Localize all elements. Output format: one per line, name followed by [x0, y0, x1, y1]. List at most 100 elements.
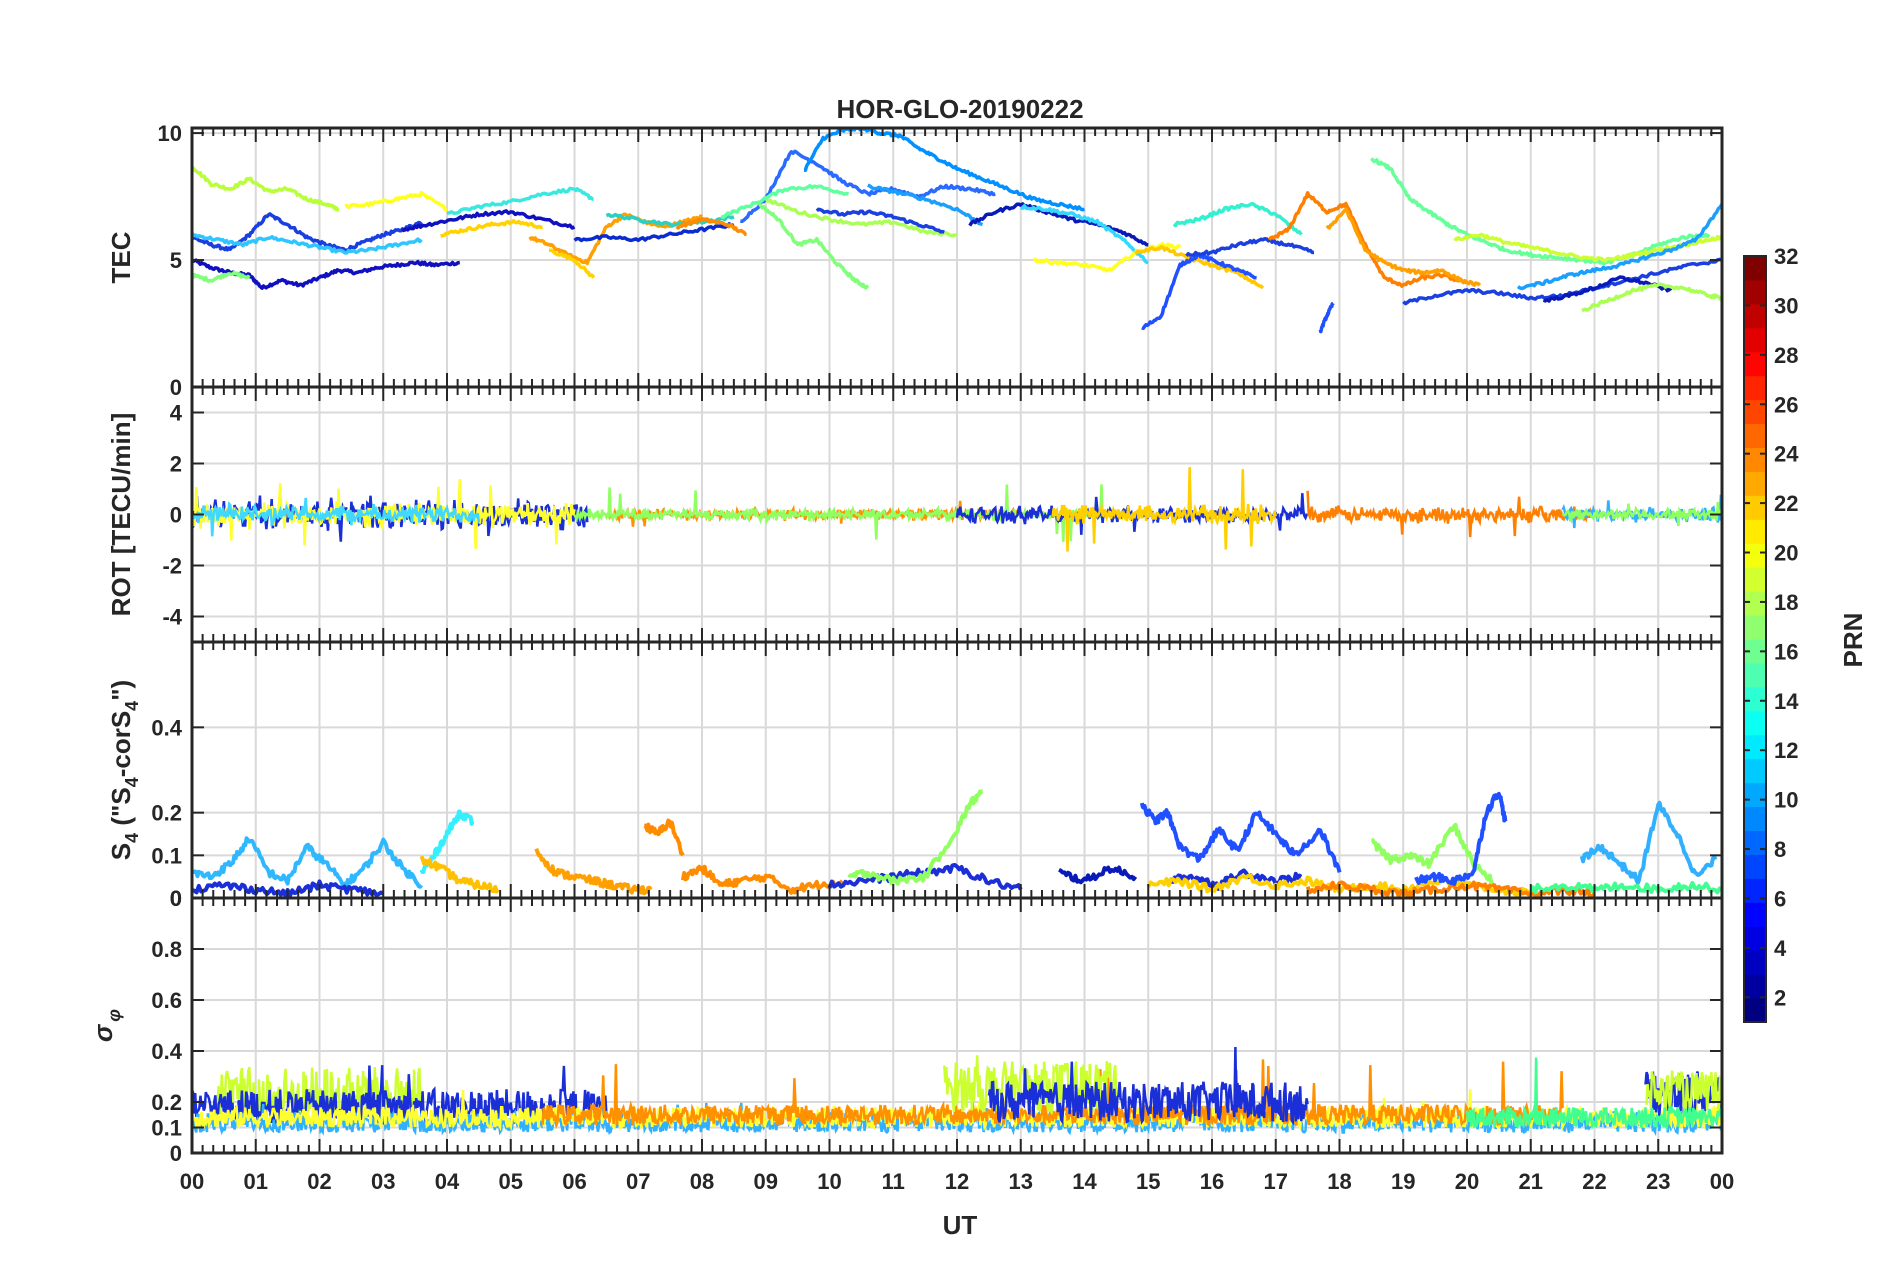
x-tick-label: 18 [1327, 1169, 1351, 1194]
colorbar-swatch [1744, 854, 1766, 879]
colorbar-swatch [1744, 256, 1766, 281]
x-tick-label: 17 [1264, 1169, 1288, 1194]
colorbar-tick-label: 30 [1774, 293, 1798, 318]
colorbar-tick-label: 28 [1774, 343, 1798, 368]
x-tick-label: 08 [690, 1169, 714, 1194]
x-tick-label: 02 [307, 1169, 331, 1194]
series-band [1306, 490, 1596, 538]
series-line [815, 207, 945, 234]
y-tick-label: 0.2 [151, 801, 182, 826]
colorbar-swatch [1744, 279, 1766, 305]
y-tick-label: 0 [170, 503, 182, 528]
colorbar-swatch [1744, 998, 1766, 1023]
colorbar-swatch [1744, 902, 1766, 927]
series-band [541, 1059, 1564, 1130]
colorbar-swatch [1744, 950, 1766, 975]
series-band [192, 497, 481, 537]
y-tick-label: -4 [162, 605, 182, 630]
colorbar-swatch [1744, 758, 1766, 784]
series-line [1267, 191, 1469, 288]
series-line [192, 232, 423, 255]
series-line [867, 183, 984, 227]
x-tick-label: 15 [1136, 1169, 1160, 1194]
colorbar-tick-label: 4 [1774, 936, 1787, 961]
series-line [803, 128, 1085, 212]
x-tick-label: 07 [626, 1169, 650, 1194]
series-line [764, 197, 958, 238]
series-band [192, 495, 589, 542]
colorbar-swatch [1744, 639, 1766, 664]
x-tick-label: 10 [817, 1169, 841, 1194]
plot-area [192, 128, 1722, 334]
series-band [1561, 494, 1722, 529]
colorbar-tick-label: 12 [1774, 738, 1798, 763]
series-line [1172, 201, 1303, 236]
y-tick-label: 0.4 [151, 715, 182, 740]
colorbar-swatch [1744, 567, 1766, 592]
series-line [1141, 252, 1258, 331]
series-line [1032, 241, 1182, 273]
y-tick-label: 0 [170, 375, 182, 400]
y-tick-label: 5 [170, 248, 182, 273]
colorbar-frame [1743, 255, 1767, 1023]
colorbar-swatch [1744, 878, 1766, 903]
x-tick-label: 20 [1455, 1169, 1479, 1194]
colorbar-tick-label: 14 [1774, 689, 1799, 714]
x-tick-label: 01 [244, 1169, 268, 1194]
y-tick-label: 0.1 [151, 843, 182, 868]
colorbar-swatch [1744, 782, 1766, 808]
x-tick-label: 22 [1582, 1169, 1606, 1194]
series-line [1139, 802, 1342, 873]
y-tick-label: 0.2 [151, 1090, 182, 1115]
x-tick-label: 03 [371, 1169, 395, 1194]
series-line [1325, 207, 1482, 287]
series-line [1516, 203, 1722, 291]
series-line [643, 818, 685, 857]
y-axis-label: σφ [88, 1009, 124, 1042]
colorbar-tick-label: 22 [1774, 491, 1798, 516]
y-axis-label: S4 ("S4-corS4") [106, 680, 142, 860]
series-line [680, 864, 844, 895]
series-line [1529, 880, 1722, 895]
series-line [1020, 204, 1149, 265]
colorbar-swatch [1744, 710, 1766, 736]
series-line [1370, 157, 1711, 266]
series-line [446, 186, 595, 215]
x-tick-label: 00 [180, 1169, 204, 1194]
chart-title: HOR-GLO-20190222 [836, 94, 1083, 124]
colorbar-swatch [1744, 351, 1766, 377]
y-tick-label: 0 [170, 1141, 182, 1166]
series-line [344, 190, 448, 212]
y-tick-label: 2 [170, 452, 182, 477]
colorbar-swatch [1744, 423, 1766, 448]
colorbar-swatch [1744, 591, 1766, 616]
series-band [1561, 501, 1722, 527]
series-line [192, 212, 423, 253]
panel-rot: -4 -2 0 2 4 ROT [TECU/min] [106, 385, 1724, 644]
series-line [192, 836, 424, 890]
colorbar-swatch [1744, 830, 1766, 855]
x-tick-label: 13 [1009, 1169, 1033, 1194]
colorbar-swatch [1744, 543, 1766, 568]
series-line [1414, 791, 1508, 886]
y-tick-label: 0.1 [151, 1116, 182, 1141]
colorbar-swatch [1744, 303, 1766, 329]
y-axis-label: TEC [106, 231, 136, 283]
colorbar-tick-label: 2 [1774, 985, 1786, 1010]
colorbar-tick-label: 32 [1774, 244, 1798, 269]
series-line [1453, 232, 1722, 263]
x-tick-label: 11 [882, 1169, 905, 1194]
colorbar-swatch [1744, 734, 1766, 760]
colorbar-swatch [1744, 686, 1766, 712]
series-line [1579, 800, 1718, 885]
y-tick-label: 0 [170, 886, 182, 911]
colorbar-tick-label: 24 [1774, 442, 1799, 467]
colorbar-tick-label: 18 [1774, 590, 1798, 615]
colorbar-swatch [1744, 399, 1766, 425]
series-line [757, 202, 870, 290]
x-tick-label: 14 [1072, 1169, 1097, 1194]
y-tick-label: 0.6 [151, 988, 182, 1013]
series-band [1645, 1070, 1722, 1115]
